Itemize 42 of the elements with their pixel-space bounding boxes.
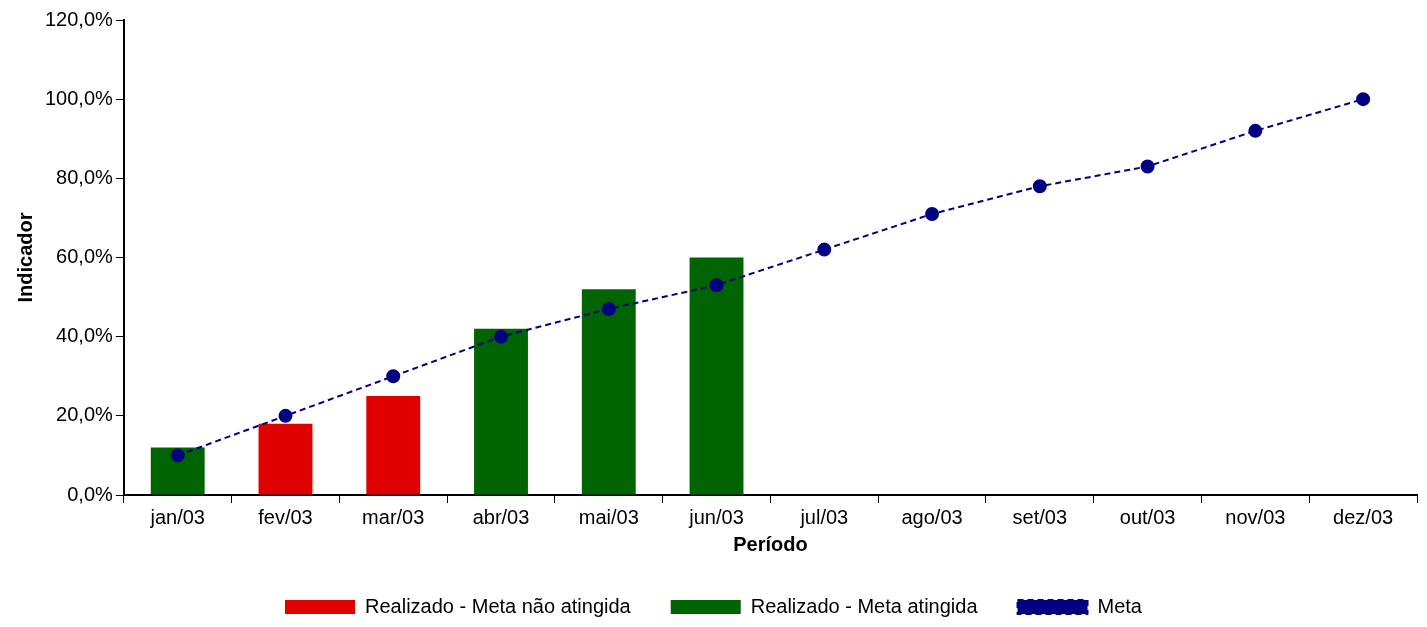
legend-label: Realizado - Meta não atingida bbox=[365, 594, 632, 617]
point bbox=[817, 242, 832, 257]
bar bbox=[258, 423, 313, 495]
x-tick-label: fev/03 bbox=[258, 505, 313, 528]
y-tick-label: 20,0% bbox=[56, 403, 114, 426]
bar bbox=[150, 447, 205, 495]
point bbox=[1032, 179, 1047, 194]
x-tick-label: ago/03 bbox=[901, 505, 963, 528]
x-axis-title: Período bbox=[733, 532, 808, 555]
y-tick-label: 80,0% bbox=[56, 165, 114, 188]
y-tick-label: 100,0% bbox=[44, 86, 114, 109]
bar bbox=[366, 396, 421, 495]
point bbox=[1248, 123, 1263, 138]
x-tick-label: mai/03 bbox=[578, 505, 639, 528]
y-tick-label: 120,0% bbox=[44, 7, 114, 30]
point bbox=[278, 408, 293, 423]
bar bbox=[474, 328, 528, 495]
x-tick-label: abr/03 bbox=[472, 505, 530, 528]
x-tick-label: nov/03 bbox=[1225, 505, 1286, 528]
point bbox=[709, 278, 724, 293]
point bbox=[494, 329, 509, 344]
point bbox=[1356, 92, 1371, 107]
point bbox=[601, 301, 616, 316]
y-tick-label: 0,0% bbox=[67, 482, 114, 505]
point bbox=[1140, 159, 1155, 174]
x-tick-label: mar/03 bbox=[362, 505, 425, 528]
x-tick-label: jun/03 bbox=[688, 505, 744, 528]
x-tick-label: set/03 bbox=[1012, 505, 1068, 528]
y-tick-label: 40,0% bbox=[56, 324, 114, 347]
point bbox=[386, 369, 401, 384]
legend-label: Meta bbox=[1097, 594, 1143, 617]
legend-label: Realizado - Meta atingida bbox=[750, 594, 979, 617]
bar bbox=[581, 289, 636, 495]
bar bbox=[689, 257, 744, 495]
y-axis-title: Indicador bbox=[13, 212, 36, 303]
x-tick-label: out/03 bbox=[1119, 505, 1176, 528]
point bbox=[925, 206, 940, 221]
point bbox=[170, 448, 185, 463]
x-tick-label: dez/03 bbox=[1333, 505, 1394, 528]
y-tick-label: 60,0% bbox=[56, 245, 114, 268]
x-tick-label: jan/03 bbox=[149, 505, 205, 528]
x-tick-label: jul/03 bbox=[799, 505, 849, 528]
